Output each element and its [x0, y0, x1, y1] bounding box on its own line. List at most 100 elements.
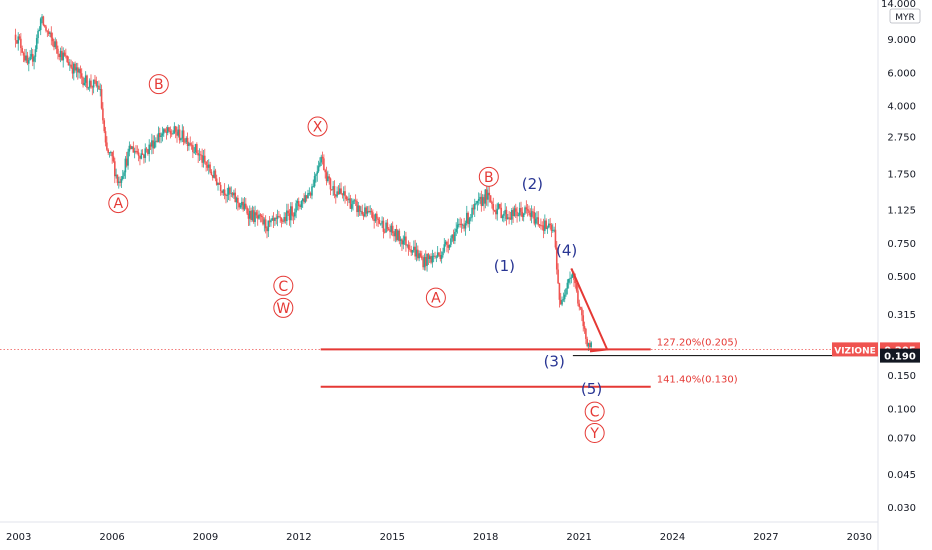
candle-body — [344, 191, 346, 197]
candle-body — [480, 196, 483, 206]
candle-body — [238, 203, 240, 208]
candle-body — [234, 192, 237, 203]
candle-body — [284, 217, 287, 222]
candle-body — [569, 278, 571, 279]
candle-body — [246, 207, 248, 214]
x-tick-label: 2009 — [193, 532, 218, 543]
candle-body — [530, 211, 533, 217]
candle-body — [472, 207, 475, 210]
wave-label-circle — [108, 193, 129, 214]
candle-body — [116, 174, 119, 183]
candle-body — [585, 328, 587, 339]
candle-body — [169, 130, 172, 134]
candle-body — [409, 249, 411, 250]
candle-body — [342, 191, 345, 196]
cursor-price-badge — [880, 348, 920, 363]
candle-body — [562, 299, 565, 301]
candle-body — [201, 155, 203, 163]
candle-body — [514, 208, 517, 212]
candle-body — [194, 144, 197, 152]
candle-body — [287, 210, 289, 214]
candle-body — [176, 131, 178, 136]
candle-body — [357, 205, 360, 213]
candle-body — [550, 225, 553, 232]
candle-body — [448, 244, 451, 248]
candle-body — [193, 151, 196, 153]
x-tick-label: 2012 — [286, 532, 311, 543]
candle-body — [229, 187, 231, 194]
candle-body — [303, 198, 305, 203]
candle-body — [22, 52, 25, 56]
candle-body — [503, 213, 505, 216]
currency-box[interactable] — [889, 8, 921, 24]
candle-body — [517, 215, 520, 217]
y-tick-label: 4.000 — [887, 102, 916, 113]
candle-body — [152, 140, 154, 149]
candle-body — [223, 189, 226, 196]
wave-label: B — [154, 77, 164, 93]
candle-body — [333, 186, 336, 196]
candle-body — [431, 255, 434, 263]
candle-body — [346, 199, 349, 201]
candle-body — [507, 217, 509, 220]
candle-body — [145, 148, 148, 150]
candle-body — [29, 56, 31, 61]
candle-body — [510, 210, 513, 220]
candle-body — [124, 158, 127, 173]
candle-body — [377, 218, 379, 221]
candle-body — [24, 55, 26, 61]
candle-body — [374, 213, 377, 222]
candle-body — [566, 282, 569, 289]
candle-body — [283, 217, 285, 222]
candle-body — [266, 228, 268, 232]
candle-body — [382, 220, 385, 232]
candle-body — [274, 217, 276, 221]
wave-label-circle — [478, 166, 499, 187]
candle-body — [579, 307, 582, 309]
candle-body — [558, 283, 561, 300]
candle-body — [422, 258, 424, 268]
candle-body — [102, 108, 104, 121]
candle-body — [546, 227, 549, 229]
candle-body — [529, 213, 532, 217]
candle-body — [475, 203, 477, 205]
candle-body — [76, 67, 79, 73]
candle-body — [114, 161, 116, 177]
candle-body — [440, 255, 443, 259]
candle-body — [186, 137, 189, 146]
candle-body — [121, 176, 124, 179]
candle-body — [317, 166, 320, 172]
candle-body — [267, 220, 270, 232]
x-tick-label: 2021 — [566, 532, 591, 543]
candle-body — [47, 31, 50, 34]
candle-body — [155, 140, 157, 142]
candle-body — [87, 87, 90, 89]
wave-label-circle — [148, 74, 169, 95]
candle-body — [321, 156, 324, 159]
candle-body — [170, 133, 173, 135]
candle-body — [509, 217, 512, 220]
candle-body — [34, 49, 37, 57]
candle-body — [427, 253, 430, 260]
x-axis[interactable]: 2003 2006 2009 2012 2015 2018 2021 2024 2027 2030 — [6, 532, 872, 543]
candle-body — [177, 129, 180, 136]
fib-level-label: 127.20%(0.205) — [657, 337, 738, 348]
candle-body — [296, 201, 299, 204]
candle-body — [309, 192, 312, 196]
candle-body — [487, 192, 489, 200]
candle-body — [26, 55, 29, 64]
candle-body — [513, 208, 516, 217]
candle-body — [35, 38, 38, 50]
candle-body — [21, 48, 23, 53]
wedge-lines[interactable] — [570, 268, 609, 353]
y-tick-label: 0.750 — [887, 239, 916, 250]
candle-body — [20, 38, 22, 49]
candle-body — [512, 210, 514, 217]
candle-body — [255, 212, 258, 216]
wedge-drawing[interactable] — [570, 268, 609, 353]
candle-body — [393, 233, 395, 237]
candle-body — [361, 211, 364, 215]
candle-body — [424, 256, 427, 266]
candle-body — [477, 198, 480, 201]
